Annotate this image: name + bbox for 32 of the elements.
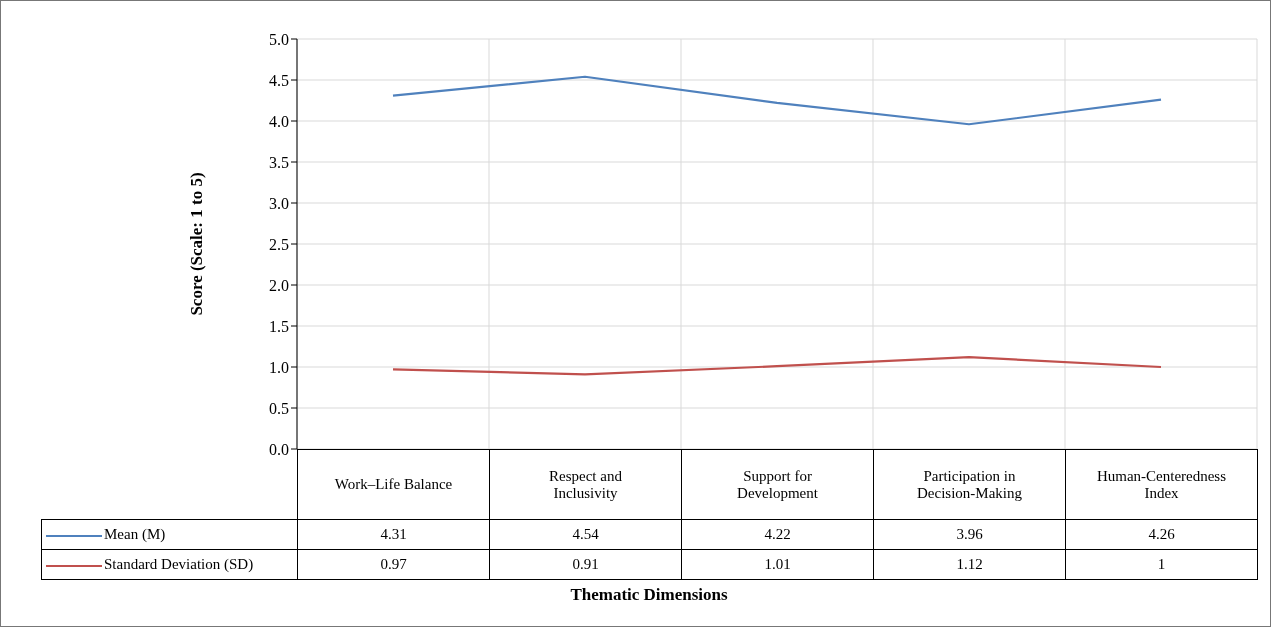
x-tick-label: Human-Centeredness Index [1065, 449, 1258, 520]
data-label: 0.91 [489, 549, 682, 580]
legend-label: Standard Deviation (SD) [41, 549, 298, 580]
x-tick-label: Support for Development [681, 449, 874, 520]
line-series [391, 356, 1163, 376]
data-label: 1.01 [681, 549, 874, 580]
x-tick-label: Respect and Inclusivity [489, 449, 682, 520]
y-tick-label: 0.5 [269, 399, 289, 417]
data-label: 4.22 [681, 519, 874, 550]
x-tick-label: Participation in Decision-Making [873, 449, 1066, 520]
data-label: 3.96 [873, 519, 1066, 550]
data-label: 4.54 [489, 519, 682, 550]
y-tick-label: 1.5 [269, 317, 289, 335]
data-label: 1 [1065, 549, 1258, 580]
x-axis-title: Thematic Dimensions [569, 585, 729, 605]
y-tick-label: 4.0 [269, 112, 289, 130]
y-axis-title: Score (Scale: 1 to 5) [187, 172, 207, 316]
y-tick-label: 1.0 [269, 358, 289, 376]
y-tick-label: 2.5 [269, 235, 289, 253]
data-label: 4.31 [297, 519, 490, 550]
line-series [391, 75, 1163, 126]
y-tick-label: 3.5 [269, 153, 289, 171]
y-tick-label: 3.0 [269, 194, 289, 212]
data-label: 1.12 [873, 549, 1066, 580]
y-tick-label: 0.0 [269, 440, 289, 458]
y-tick-label: 5.0 [269, 30, 289, 48]
data-label: 0.97 [297, 549, 490, 580]
y-tick-label: 2.0 [269, 276, 289, 294]
y-tick-label: 4.5 [269, 71, 289, 89]
legend-label: Mean (M) [41, 519, 298, 550]
x-tick-label: Work–Life Balance [297, 449, 490, 520]
data-label: 4.26 [1065, 519, 1258, 550]
